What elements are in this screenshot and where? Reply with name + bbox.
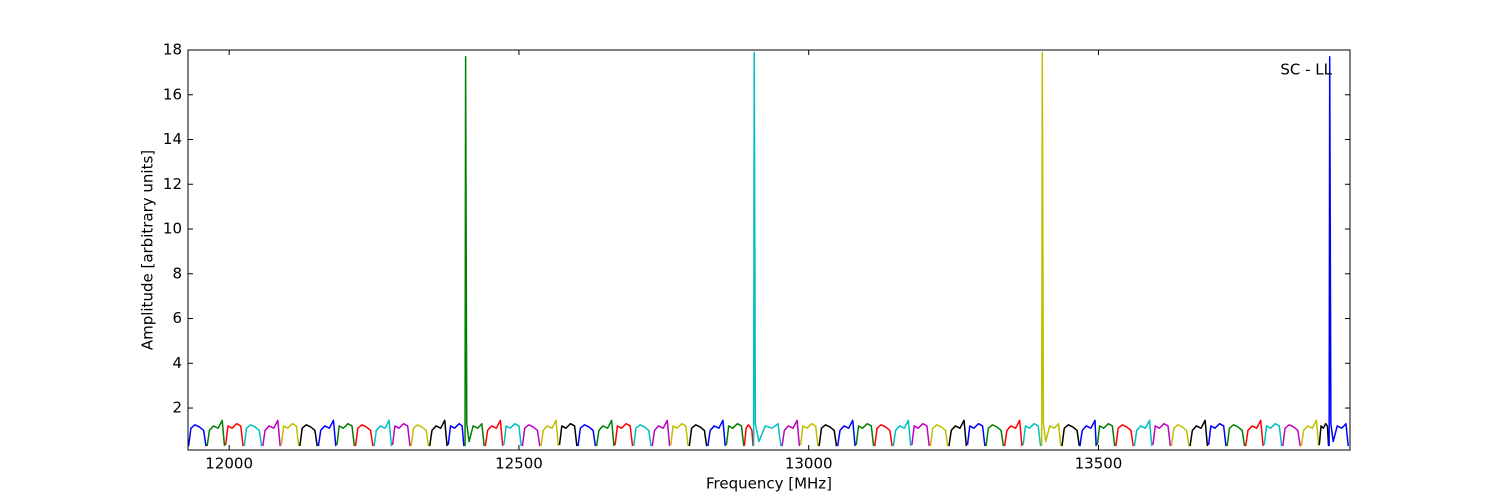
annotation: SC - LL [1280,61,1332,79]
spectrum-line [743,424,754,447]
spectrum-line [632,424,652,447]
x-tick-label: 12500 [495,455,543,473]
spectrum-line [781,419,801,447]
spectrum-line [391,422,411,447]
spectrum-line [1040,51,1062,447]
y-tick-label: 14 [163,130,182,148]
x-axis-label: Frequency [MHz] [706,475,832,493]
spectrum-line [1244,419,1264,447]
spectrum-line [540,419,560,447]
spectrum-line [966,422,986,447]
spectrum-line [1152,422,1172,447]
spectrum-line [558,422,578,447]
spectrum-line [799,422,819,447]
spectrum-line [1263,422,1283,447]
spectrum-line [224,422,244,447]
spectrum-line [595,419,615,447]
spectrum-line [651,419,671,447]
x-tick-label: 13500 [1075,455,1123,473]
spectrum-line [836,419,856,447]
spectrum-line [1328,55,1350,447]
y-tick-label: 16 [163,85,182,103]
spectrum-line [206,419,226,447]
spectrum-line [1189,419,1209,447]
y-tick-label: 8 [172,264,182,282]
spectrum-line [373,419,393,447]
spectrum-line [317,419,337,447]
spectrum-line [911,422,930,447]
spectrum-line [503,422,522,447]
spectrum-line [243,424,263,447]
spectrum-line [1207,422,1227,447]
spectrum-line [336,422,356,447]
plot-frame [187,49,1351,451]
spectrum-line [855,422,875,447]
spectrum-line [892,419,912,447]
spectrum-line [354,424,374,447]
spectrum-line [1318,422,1330,447]
spectrum-line [985,424,1005,447]
y-tick-label: 4 [172,354,182,372]
spectrum-line [1003,419,1023,447]
spectrum-line [688,424,708,447]
spectrum-line [1282,424,1301,447]
spectrum-line [428,419,448,447]
spectrum-line [670,422,689,447]
spectrum-line [464,55,485,447]
spectrum-line [874,424,893,447]
y-tick-label: 10 [163,220,182,238]
y-tick-label: 6 [172,309,182,327]
spectrum-line [484,419,504,447]
spectrum-line [752,51,782,447]
y-axis-label: Amplitude [arbitrary units] [139,150,157,350]
spectrum-line [929,424,949,447]
spectrum-line [262,419,281,447]
y-tick-label: 18 [163,41,182,59]
spectrum-line [410,424,430,447]
x-tick-label: 13000 [785,455,833,473]
spectrum-line [614,422,634,447]
spectrum-line [1133,419,1153,447]
plot-lines [188,51,1350,447]
spectrum-line [725,422,745,447]
spectrum-line [1115,424,1134,447]
spectrum-line [1170,424,1190,447]
spectrum-line [1061,424,1081,447]
y-tick-label: 12 [163,175,182,193]
spectrum-line [1022,422,1042,447]
spectrum-line [1226,424,1246,447]
spectrum-line [707,419,726,447]
spectrum-line [521,424,541,447]
spectrum-line [948,419,968,447]
spectrum-line [188,424,207,447]
spectrum-line [1300,419,1320,447]
spectrum-line [299,424,318,447]
y-tick-label: 2 [172,399,182,417]
spectrum-line [1079,419,1097,447]
spectrum-line [447,422,465,447]
spectrum-line [280,422,300,447]
x-tick-label: 12000 [205,455,253,473]
spectrum-line [1096,422,1116,447]
spectrum-line [577,424,597,447]
spectrum-line [818,424,838,447]
